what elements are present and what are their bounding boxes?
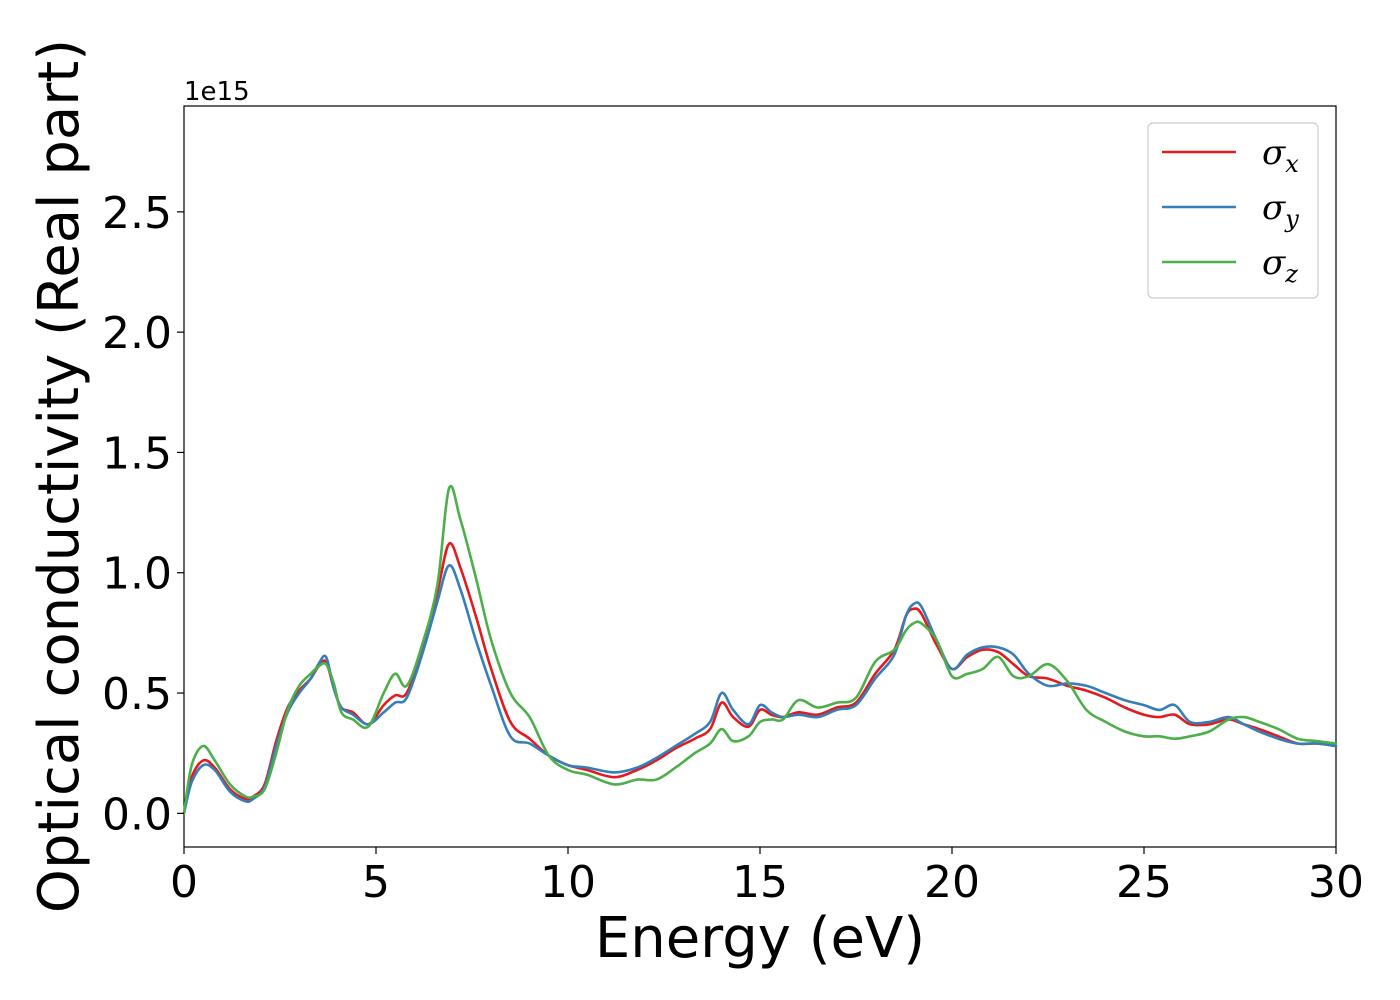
y-tick-label: 1.5 — [102, 428, 172, 479]
series-line-x — [182, 541, 1338, 815]
y-offset-text: 1e15 — [184, 77, 250, 107]
legend-label-x: σx — [1262, 133, 1299, 178]
x-tick-label: 25 — [1116, 857, 1172, 908]
y-tick-label: 1.0 — [102, 549, 172, 600]
y-tick-label: 2.0 — [102, 308, 172, 359]
y-axis-title: Optical conductivity (Real part) — [27, 39, 92, 913]
y-tick-label: 0.0 — [102, 789, 172, 840]
x-axis-title: Energy (eV) — [595, 906, 925, 971]
legend: σx σy σz — [1147, 122, 1319, 299]
legend-label-z: σz — [1262, 243, 1298, 288]
x-axis-ticks: 0 5 10 15 20 25 30 — [170, 847, 1364, 908]
x-tick-label: 30 — [1308, 857, 1364, 908]
x-tick-label: 10 — [540, 857, 596, 908]
y-tick-label: 2.5 — [102, 188, 172, 239]
x-tick-label: 15 — [732, 857, 788, 908]
x-tick-label: 5 — [362, 857, 390, 908]
series-line-z — [182, 484, 1338, 815]
x-tick-label: 0 — [170, 857, 198, 908]
series-lines — [182, 484, 1338, 815]
legend-box — [1147, 122, 1319, 299]
y-axis-ticks: 0.0 0.5 1.0 1.5 2.0 2.5 — [102, 188, 184, 840]
legend-items: σx σy σz — [1162, 133, 1299, 288]
x-tick-label: 20 — [924, 857, 980, 908]
series-line-y — [182, 564, 1338, 815]
legend-label-y: σy — [1262, 188, 1299, 233]
y-tick-label: 0.5 — [102, 669, 172, 720]
